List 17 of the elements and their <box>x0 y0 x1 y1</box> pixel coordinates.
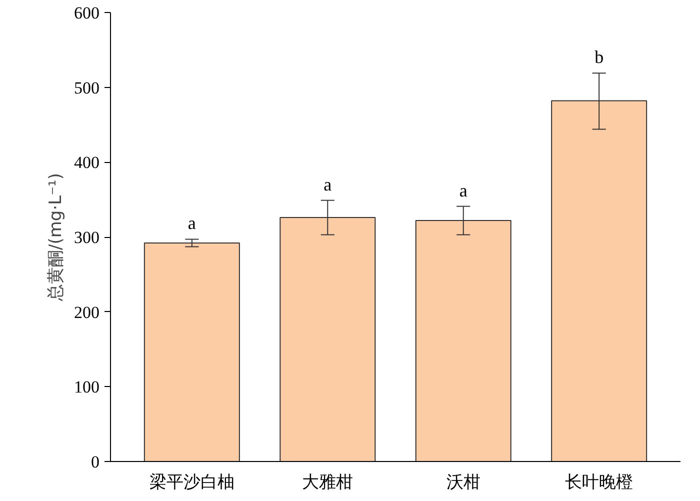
annotation: a <box>188 213 196 234</box>
bar <box>144 242 240 462</box>
y-axis-title: 总黄酮/(mg·L⁻¹) <box>46 172 66 302</box>
x-tick-label: 大雅柑 <box>302 472 354 492</box>
y-tick-label: 400 <box>74 153 100 172</box>
annotation: b <box>594 47 604 68</box>
annotation: a <box>324 174 332 194</box>
y-tick-label: 0 <box>91 452 100 472</box>
x-tick-label: 梁平沙白柚 <box>149 472 234 492</box>
y-tick-label: 500 <box>74 78 100 98</box>
annotation: a <box>459 180 468 200</box>
x-tick-label: 沃柑 <box>446 472 480 492</box>
y-tick-label: 200 <box>74 302 100 322</box>
x-tick-label: 长叶晚橙 <box>565 472 634 492</box>
y-tick-label: 100 <box>74 378 100 397</box>
y-tick-label: 300 <box>74 228 100 247</box>
y-tick-label: 600 <box>74 4 100 22</box>
